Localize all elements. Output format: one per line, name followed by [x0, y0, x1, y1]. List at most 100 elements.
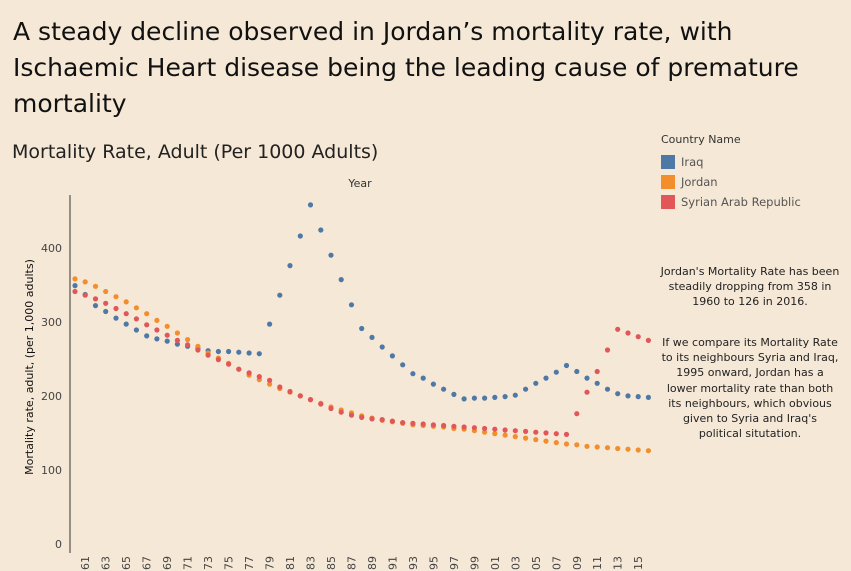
- data-point-iraq[interactable]: [420, 375, 426, 381]
- data-point-iraq[interactable]: [297, 233, 303, 239]
- legend-item-jordan[interactable]: Jordan: [661, 172, 801, 192]
- data-point-syria[interactable]: [543, 430, 549, 436]
- data-point-iraq[interactable]: [430, 381, 436, 387]
- data-point-iraq[interactable]: [113, 315, 119, 321]
- data-point-iraq[interactable]: [154, 336, 160, 342]
- data-point-syria[interactable]: [92, 296, 99, 302]
- data-point-jordan[interactable]: [635, 447, 641, 453]
- data-point-jordan[interactable]: [533, 437, 539, 443]
- data-point-iraq[interactable]: [512, 392, 518, 398]
- data-point-syria[interactable]: [359, 414, 365, 420]
- data-point-syria[interactable]: [430, 422, 436, 428]
- data-point-iraq[interactable]: [359, 325, 365, 332]
- data-point-iraq[interactable]: [246, 350, 252, 356]
- data-point-syria[interactable]: [441, 422, 447, 429]
- data-point-syria[interactable]: [389, 418, 395, 424]
- data-point-syria[interactable]: [72, 288, 78, 295]
- data-point-iraq[interactable]: [123, 321, 129, 327]
- data-point-jordan[interactable]: [625, 446, 631, 452]
- data-point-iraq[interactable]: [307, 202, 314, 208]
- data-point-jordan[interactable]: [195, 343, 201, 349]
- data-point-iraq[interactable]: [461, 396, 467, 402]
- data-point-syria[interactable]: [164, 332, 170, 338]
- data-point-iraq[interactable]: [133, 327, 139, 333]
- data-point-jordan[interactable]: [604, 445, 611, 451]
- data-point-iraq[interactable]: [215, 348, 221, 355]
- data-point-iraq[interactable]: [563, 362, 570, 369]
- data-point-syria[interactable]: [103, 300, 109, 306]
- data-point-syria[interactable]: [471, 425, 477, 431]
- data-point-iraq[interactable]: [174, 341, 180, 347]
- data-point-syria[interactable]: [256, 374, 262, 380]
- data-point-iraq[interactable]: [338, 277, 344, 283]
- data-point-iraq[interactable]: [236, 349, 242, 355]
- data-point-jordan[interactable]: [144, 311, 150, 317]
- data-point-syria[interactable]: [318, 401, 324, 407]
- data-point-jordan[interactable]: [553, 440, 559, 446]
- data-point-iraq[interactable]: [625, 393, 631, 399]
- data-point-jordan[interactable]: [267, 381, 273, 387]
- data-point-syria[interactable]: [563, 431, 570, 437]
- data-point-iraq[interactable]: [103, 308, 109, 315]
- data-point-jordan[interactable]: [492, 431, 498, 437]
- data-point-iraq[interactable]: [287, 263, 293, 269]
- data-point-syria[interactable]: [451, 423, 457, 429]
- data-point-syria[interactable]: [574, 411, 580, 417]
- data-point-syria[interactable]: [379, 417, 385, 423]
- data-point-iraq[interactable]: [451, 391, 457, 397]
- data-point-syria[interactable]: [492, 426, 498, 432]
- data-point-iraq[interactable]: [92, 303, 99, 309]
- data-point-syria[interactable]: [615, 326, 621, 332]
- data-point-iraq[interactable]: [277, 292, 283, 298]
- data-point-syria[interactable]: [174, 337, 180, 343]
- data-point-iraq[interactable]: [389, 353, 395, 359]
- data-point-syria[interactable]: [226, 361, 232, 367]
- data-point-iraq[interactable]: [441, 386, 447, 392]
- data-point-iraq[interactable]: [471, 395, 477, 401]
- data-point-iraq[interactable]: [379, 344, 385, 350]
- data-point-syria[interactable]: [123, 311, 129, 317]
- data-point-syria[interactable]: [523, 428, 529, 434]
- data-point-syria[interactable]: [195, 347, 201, 353]
- data-point-syria[interactable]: [502, 427, 508, 433]
- data-point-syria[interactable]: [400, 420, 406, 426]
- legend-item-iraq[interactable]: Iraq: [661, 152, 801, 172]
- data-point-iraq[interactable]: [615, 391, 621, 397]
- data-point-jordan[interactable]: [615, 445, 621, 452]
- data-point-jordan[interactable]: [584, 443, 590, 449]
- data-point-jordan[interactable]: [594, 444, 600, 450]
- data-point-jordan[interactable]: [174, 330, 180, 336]
- data-point-iraq[interactable]: [604, 386, 611, 392]
- data-point-syria[interactable]: [635, 334, 641, 340]
- data-point-iraq[interactable]: [348, 302, 355, 308]
- data-point-syria[interactable]: [185, 342, 191, 348]
- data-point-syria[interactable]: [277, 384, 283, 390]
- data-point-iraq[interactable]: [267, 321, 273, 327]
- data-point-syria[interactable]: [594, 368, 600, 375]
- data-point-jordan[interactable]: [543, 438, 549, 444]
- data-point-jordan[interactable]: [645, 448, 652, 454]
- legend-item-syria[interactable]: Syrian Arab Republic: [661, 192, 801, 212]
- data-point-syria[interactable]: [338, 409, 344, 415]
- data-point-iraq[interactable]: [502, 394, 508, 400]
- data-point-syria[interactable]: [246, 370, 252, 376]
- data-point-iraq[interactable]: [574, 368, 580, 375]
- data-point-iraq[interactable]: [492, 394, 498, 400]
- data-point-syria[interactable]: [144, 322, 150, 328]
- data-point-syria[interactable]: [461, 424, 467, 430]
- data-point-iraq[interactable]: [328, 252, 334, 258]
- data-point-iraq[interactable]: [533, 380, 539, 386]
- data-point-jordan[interactable]: [123, 299, 129, 305]
- data-point-iraq[interactable]: [482, 395, 488, 401]
- data-point-jordan[interactable]: [164, 323, 170, 329]
- data-point-syria[interactable]: [512, 428, 518, 434]
- data-point-syria[interactable]: [553, 431, 559, 437]
- data-point-syria[interactable]: [205, 352, 211, 358]
- data-point-syria[interactable]: [348, 412, 355, 418]
- data-point-syria[interactable]: [420, 421, 426, 427]
- data-point-iraq[interactable]: [256, 351, 262, 357]
- data-point-jordan[interactable]: [185, 337, 191, 343]
- data-point-iraq[interactable]: [543, 375, 549, 381]
- data-point-jordan[interactable]: [482, 429, 488, 435]
- data-point-syria[interactable]: [645, 337, 652, 343]
